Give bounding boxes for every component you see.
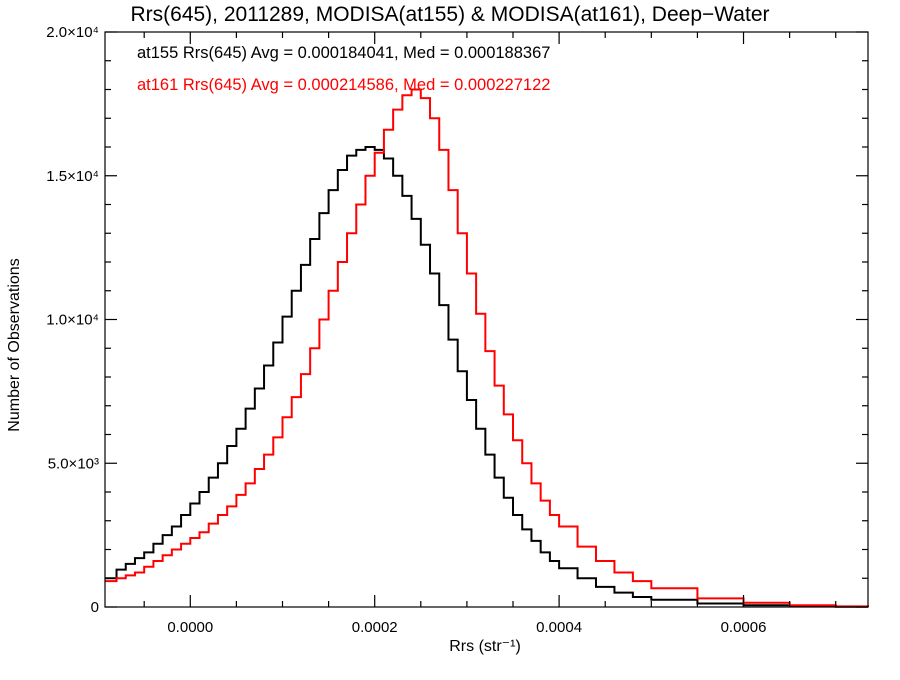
y-axis-label: Number of Observations <box>6 258 23 432</box>
x-tick-label: 0.0004 <box>536 619 582 636</box>
y-tick-label: 2.0×10⁴ <box>46 24 99 41</box>
series-line-1 <box>105 88 869 608</box>
x-tick-label: 0.0002 <box>352 619 398 636</box>
series-line-0 <box>105 146 869 608</box>
y-tick-label: 0 <box>91 599 99 616</box>
x-tick-label: 0.0000 <box>167 619 213 636</box>
x-axis-label-text: Rrs (str⁻¹) <box>449 638 521 655</box>
plot-frame <box>104 31 869 608</box>
annotation-at155-stats: at155 Rrs(645) Avg = 0.000184041, Med = … <box>137 44 551 62</box>
y-tick-label: 1.0×10⁴ <box>46 312 99 329</box>
x-axis-label: Rrs (str⁻¹) <box>449 636 521 656</box>
annotation-at161-stats: at161 Rrs(645) Avg = 0.000214586, Med = … <box>137 76 551 94</box>
y-tick-label: 1.5×10⁴ <box>46 168 99 185</box>
y-tick-label: 5.0×10³ <box>48 455 99 472</box>
x-tick-label: 0.0006 <box>721 619 767 636</box>
chart-title: Rrs(645), 2011289, MODISA(at155) & MODIS… <box>130 3 770 26</box>
